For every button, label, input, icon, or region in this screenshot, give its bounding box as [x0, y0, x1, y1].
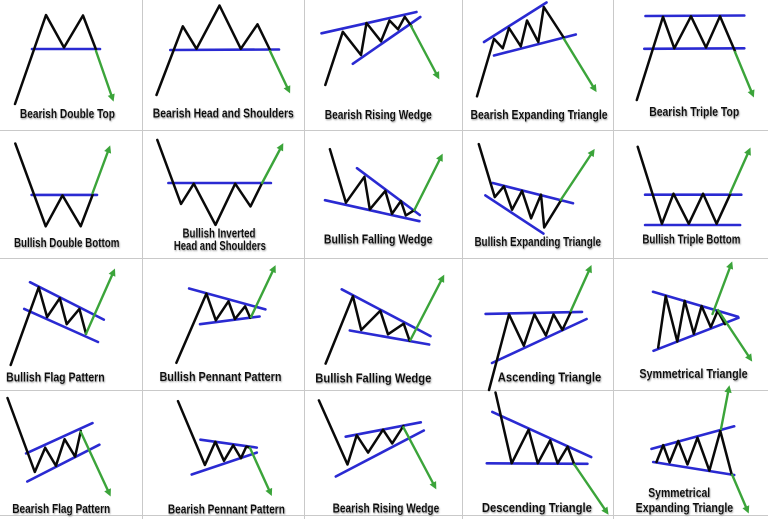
svg-text:Bearish Rising Wedge: Bearish Rising Wedge — [325, 107, 432, 122]
svg-text:Bearish Triple Top: Bearish Triple Top — [649, 104, 739, 119]
svg-text:Bullish Falling Wedge: Bullish Falling Wedge — [315, 370, 431, 385]
svg-text:Head and Shoulders: Head and Shoulders — [174, 238, 266, 253]
svg-text:Ascending Triangle: Ascending Triangle — [498, 369, 601, 384]
svg-text:Descending Triangle: Descending Triangle — [482, 500, 592, 515]
svg-text:Symmetrical Triangle: Symmetrical Triangle — [639, 366, 747, 381]
svg-text:Bullish Falling Wedge: Bullish Falling Wedge — [324, 232, 433, 247]
svg-text:Bearish Double Top: Bearish Double Top — [20, 106, 115, 121]
svg-text:Bullish Inverted: Bullish Inverted — [183, 226, 256, 241]
svg-text:Bullish Expanding Triangle: Bullish Expanding Triangle — [474, 234, 601, 249]
svg-text:Bullish Triple Bottom: Bullish Triple Bottom — [642, 232, 740, 247]
svg-text:Expanding Triangle: Expanding Triangle — [636, 500, 734, 515]
svg-text:Bullish Pennant Pattern: Bullish Pennant Pattern — [160, 369, 282, 384]
svg-text:Bullish Flag Pattern: Bullish Flag Pattern — [6, 370, 105, 385]
svg-text:Bearish Head and Shoulders: Bearish Head and Shoulders — [153, 105, 294, 120]
svg-text:Bearish Expanding Triangle: Bearish Expanding Triangle — [471, 107, 608, 122]
svg-text:Bearish Rising Wedge: Bearish Rising Wedge — [333, 501, 440, 516]
svg-text:Symmetrical: Symmetrical — [648, 485, 710, 500]
svg-text:Bullish Double Bottom: Bullish Double Bottom — [14, 235, 120, 250]
svg-text:Bearish Pennant Pattern: Bearish Pennant Pattern — [168, 502, 285, 517]
svg-text:Bearish Flag Pattern: Bearish Flag Pattern — [12, 501, 110, 516]
